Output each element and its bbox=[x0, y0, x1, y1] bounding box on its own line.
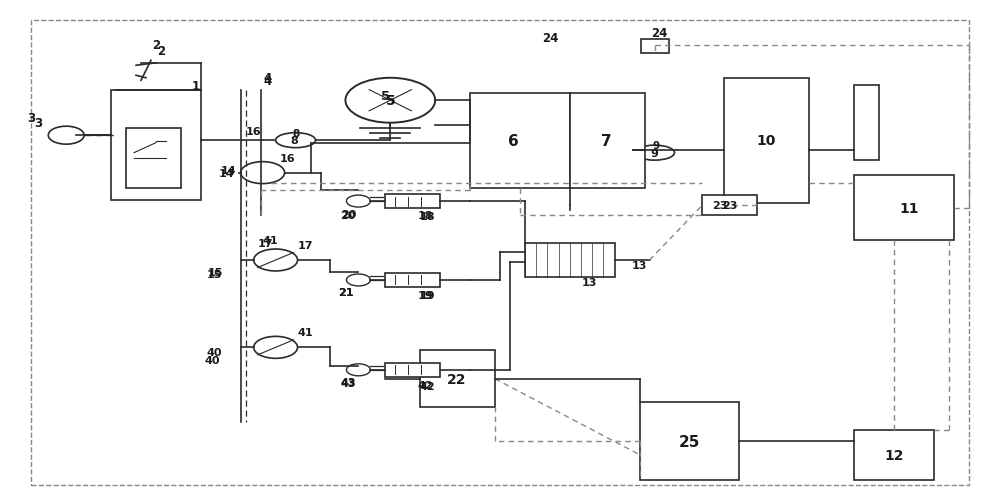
Text: 14: 14 bbox=[221, 166, 237, 176]
Bar bbox=[640, 402, 739, 479]
Bar bbox=[385, 274, 440, 288]
Bar bbox=[641, 40, 669, 54]
Text: 5: 5 bbox=[385, 94, 395, 108]
Ellipse shape bbox=[635, 146, 675, 161]
Text: 43: 43 bbox=[341, 378, 356, 387]
Bar bbox=[385, 363, 440, 377]
Circle shape bbox=[346, 196, 370, 207]
Text: 10: 10 bbox=[757, 134, 776, 148]
Text: 21: 21 bbox=[338, 288, 353, 298]
Text: 25: 25 bbox=[679, 434, 700, 449]
Circle shape bbox=[346, 275, 370, 287]
Text: 8: 8 bbox=[291, 136, 298, 146]
Text: 13: 13 bbox=[632, 261, 647, 271]
Text: 16: 16 bbox=[280, 153, 295, 163]
Text: 2: 2 bbox=[152, 39, 160, 52]
Text: 41: 41 bbox=[298, 328, 313, 338]
Bar bbox=[724, 79, 809, 203]
Text: 41: 41 bbox=[263, 235, 278, 245]
Bar bbox=[702, 196, 757, 215]
Text: 5: 5 bbox=[381, 90, 390, 103]
Circle shape bbox=[48, 127, 84, 145]
Text: 3: 3 bbox=[27, 112, 35, 125]
Bar bbox=[111, 91, 201, 201]
Text: 16: 16 bbox=[246, 127, 261, 137]
Text: 20: 20 bbox=[340, 210, 355, 220]
Text: 19: 19 bbox=[417, 291, 433, 300]
Text: 3: 3 bbox=[34, 117, 42, 130]
Text: 1: 1 bbox=[192, 80, 200, 93]
Text: 23: 23 bbox=[722, 201, 737, 210]
Text: 22: 22 bbox=[447, 372, 467, 386]
Circle shape bbox=[254, 337, 298, 359]
Bar bbox=[470, 94, 570, 188]
Text: 24: 24 bbox=[542, 32, 558, 45]
Bar bbox=[854, 176, 954, 240]
Bar bbox=[525, 243, 615, 278]
Circle shape bbox=[241, 162, 285, 184]
Text: 9: 9 bbox=[651, 148, 659, 158]
Text: 14: 14 bbox=[219, 168, 235, 178]
Text: 9: 9 bbox=[652, 141, 659, 151]
Bar bbox=[854, 86, 879, 161]
Text: 23: 23 bbox=[712, 201, 727, 210]
Text: 19: 19 bbox=[419, 291, 435, 300]
Text: 40: 40 bbox=[204, 355, 220, 365]
Text: 6: 6 bbox=[508, 133, 518, 148]
Circle shape bbox=[254, 249, 298, 272]
Circle shape bbox=[345, 79, 435, 123]
Text: 17: 17 bbox=[258, 238, 273, 248]
Text: 2: 2 bbox=[157, 45, 165, 58]
Text: 7: 7 bbox=[601, 133, 612, 148]
Bar bbox=[126, 128, 181, 188]
Text: 4: 4 bbox=[264, 75, 272, 88]
Text: 15: 15 bbox=[208, 268, 223, 278]
Bar bbox=[420, 350, 495, 407]
Text: 24: 24 bbox=[651, 27, 668, 40]
Text: 4: 4 bbox=[264, 72, 272, 85]
Bar bbox=[854, 430, 934, 479]
Text: 11: 11 bbox=[899, 201, 919, 215]
Text: 42: 42 bbox=[419, 381, 435, 391]
Text: 20: 20 bbox=[341, 209, 356, 219]
Text: 12: 12 bbox=[884, 448, 904, 462]
Text: 18: 18 bbox=[417, 210, 433, 220]
Text: 43: 43 bbox=[341, 378, 356, 388]
Text: 18: 18 bbox=[419, 211, 435, 221]
Text: 15: 15 bbox=[207, 270, 222, 280]
Text: 21: 21 bbox=[338, 288, 353, 298]
Text: 40: 40 bbox=[206, 348, 222, 358]
Circle shape bbox=[346, 364, 370, 376]
Text: 13: 13 bbox=[582, 278, 597, 288]
Text: 17: 17 bbox=[298, 240, 313, 250]
Ellipse shape bbox=[276, 133, 316, 148]
Bar bbox=[570, 94, 645, 188]
Text: 42: 42 bbox=[417, 380, 433, 390]
Text: 8: 8 bbox=[292, 128, 299, 138]
Bar bbox=[385, 195, 440, 208]
